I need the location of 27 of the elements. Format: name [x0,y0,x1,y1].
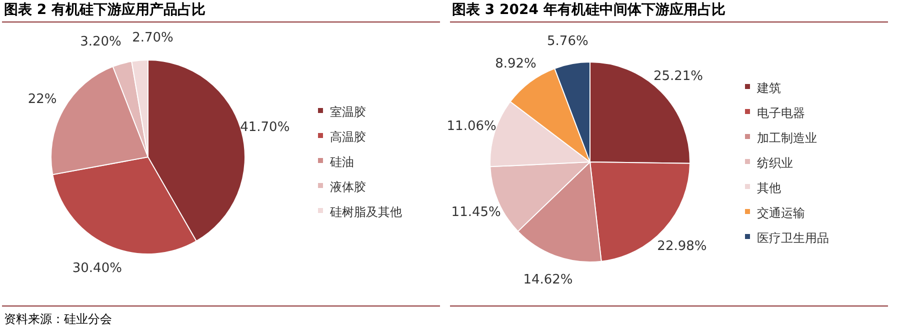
data-label: 8.92% [495,56,536,72]
text: 资料来源：硅业分会 [4,312,112,326]
data-label: 5.76% [547,34,588,50]
legend-label: 室温胶 [330,105,366,119]
data-label: 30.40% [72,260,122,276]
legend-label: 加工制造业 [757,131,817,145]
legend-label: 高温胶 [330,130,366,144]
data-label: 14.62% [523,272,573,288]
chart-title: 图表 3 2024 年有机硅中间体下游应用占比 [452,1,726,18]
data-label: 22.98% [657,239,707,254]
data-label: 3.20% [80,34,122,50]
legend-label: 纺织业 [757,156,793,170]
data-label: 22% [28,92,57,108]
legend-label: 硅油 [329,155,354,169]
data-label: 11.06% [446,119,496,134]
legend-label: 医疗卫生用品 [757,231,829,245]
chart-title: 图表 2 有机硅下游应用产品占比 [4,1,206,18]
legend-label: 交通运输 [757,206,805,220]
legend-label: 其他 [757,181,781,195]
data-label: 41.70% [240,120,290,135]
data-label: 11.45% [451,204,501,220]
data-label: 25.21% [653,68,704,84]
legend-label: 建筑 [756,81,781,95]
legend-label: 硅树脂及其他 [329,205,402,219]
data-label: 2.70% [132,30,174,46]
legend-label: 电子电器 [757,106,805,120]
legend-label: 液体胶 [330,180,366,194]
